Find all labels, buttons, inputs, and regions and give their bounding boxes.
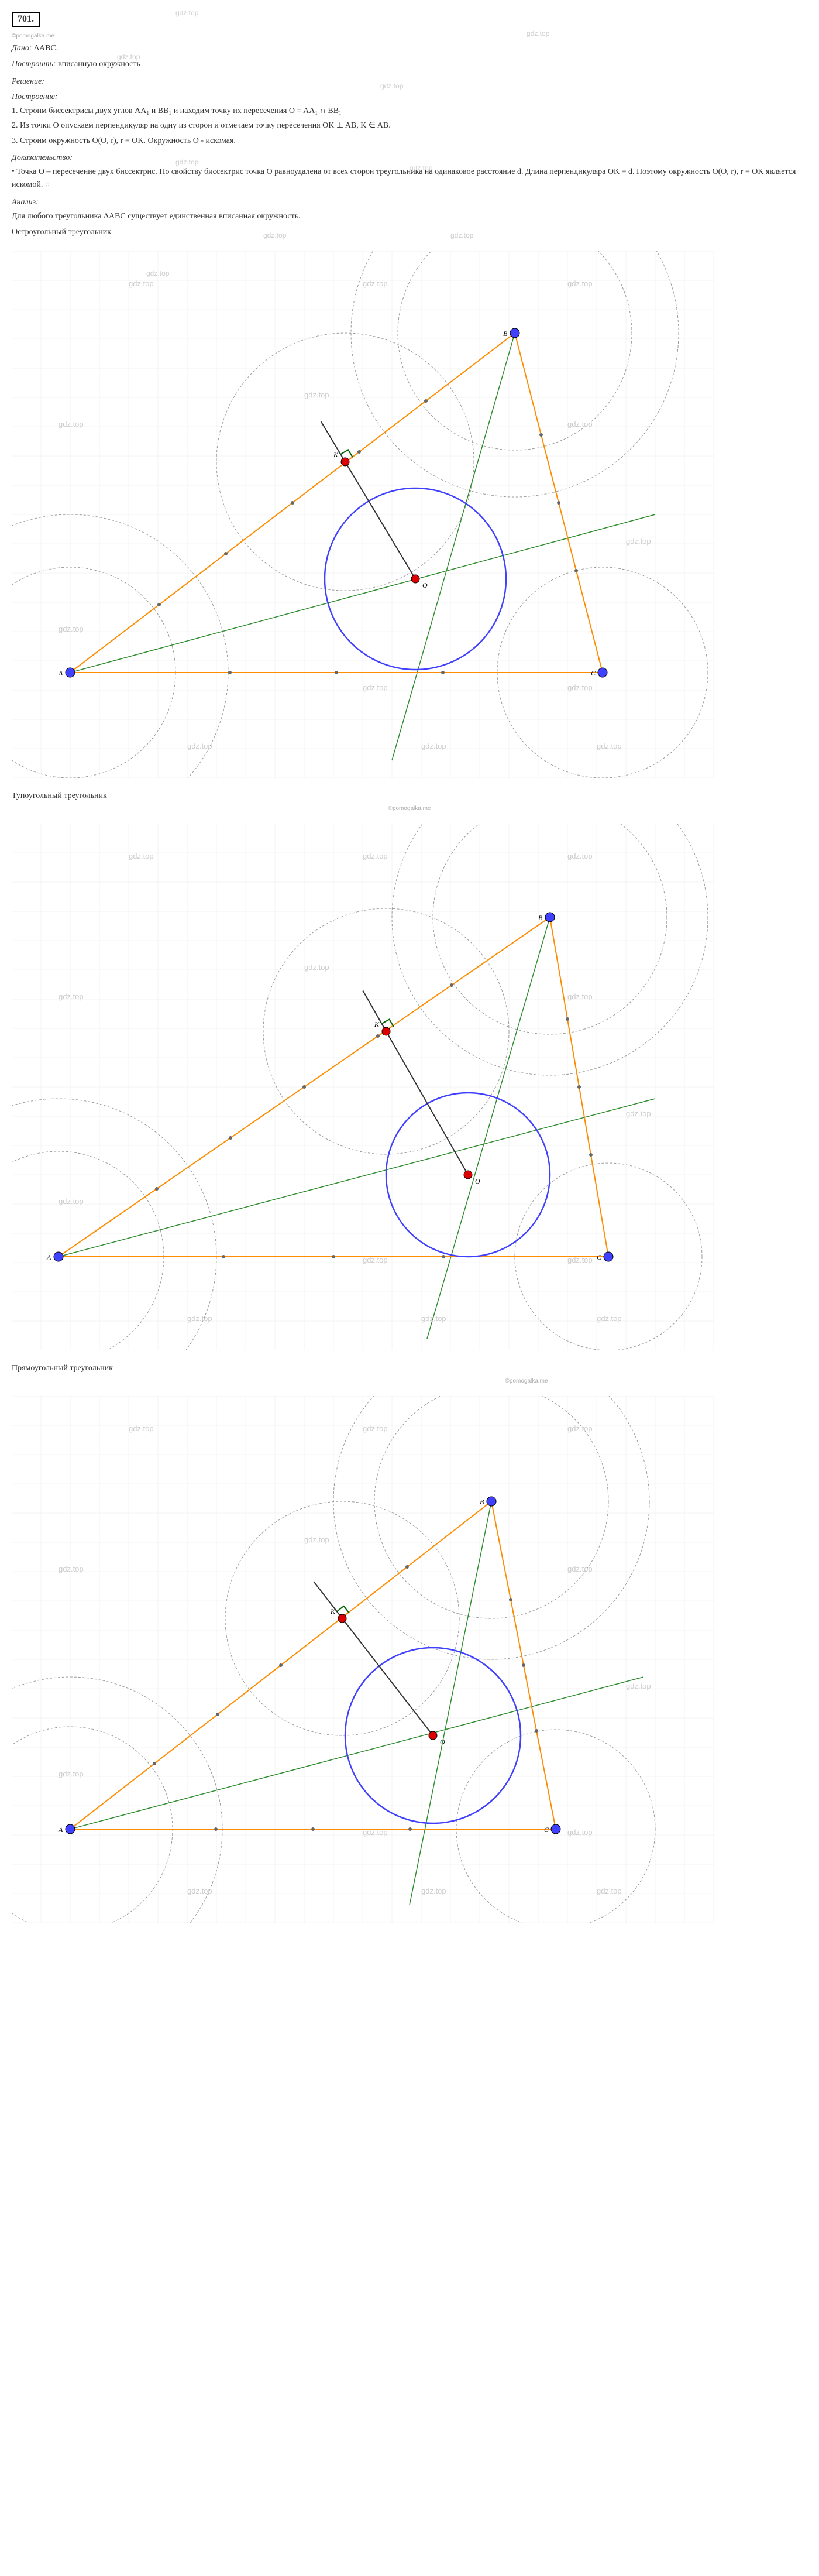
- svg-text:gdz.top: gdz.top: [304, 1535, 329, 1544]
- diagram-2: A B C O Kgdz.top gdz.top gdz.top gdz.top gdz.top…: [12, 824, 807, 1350]
- copyright-watermark: ©pomogalka.me: [12, 33, 807, 39]
- svg-text:O: O: [440, 1738, 445, 1746]
- solution-label: Решение:: [12, 77, 807, 87]
- steps-block: 1. Строим биссектрисы двух углов AA₁ и B…: [12, 105, 807, 148]
- svg-text:gdz.top: gdz.top: [597, 1886, 622, 1895]
- svg-text:gdz.top: gdz.top: [304, 963, 329, 972]
- svg-text:gdz.top: gdz.top: [567, 420, 593, 428]
- svg-text:gdz.top: gdz.top: [567, 992, 593, 1001]
- svg-text:O: O: [475, 1177, 480, 1185]
- svg-text:K: K: [374, 1020, 380, 1028]
- svg-text:gdz.top: gdz.top: [567, 1828, 593, 1837]
- svg-text:gdz.top: gdz.top: [363, 852, 388, 860]
- construct-value: вписанную окружность: [58, 60, 140, 68]
- svg-text:gdz.top: gdz.top: [421, 1314, 446, 1323]
- given-label: Дано:: [12, 44, 32, 53]
- svg-text:K: K: [333, 451, 339, 459]
- svg-text:gdz.top: gdz.top: [187, 742, 212, 750]
- analysis-text: Для любого треугольника ΔABC существует …: [12, 210, 807, 223]
- svg-text:gdz.top: gdz.top: [58, 625, 84, 633]
- svg-text:gdz.top: gdz.top: [58, 1197, 84, 1206]
- svg-text:gdz.top: gdz.top: [567, 1256, 593, 1264]
- svg-text:gdz.top: gdz.top: [363, 279, 388, 288]
- svg-text:A: A: [58, 669, 63, 677]
- svg-text:A: A: [46, 1253, 51, 1261]
- diagram-3: A B C O Kgdz.top gdz.top gdz.top gdz.top gdz.top…: [12, 1396, 807, 1923]
- svg-text:gdz.top: gdz.top: [567, 279, 593, 288]
- svg-text:gdz.top: gdz.top: [129, 852, 154, 860]
- given-block: Дано: ΔABC.: [12, 42, 807, 55]
- step-3: 3. Строим окружность O(O, r), r = OK. Ок…: [12, 135, 807, 148]
- svg-text:gdz.top: gdz.top: [58, 1769, 84, 1778]
- svg-text:C: C: [591, 669, 596, 677]
- svg-text:gdz.top: gdz.top: [129, 1424, 154, 1433]
- svg-text:gdz.top: gdz.top: [58, 1565, 84, 1573]
- svg-text:O: O: [422, 581, 428, 589]
- svg-text:gdz.top: gdz.top: [363, 1256, 388, 1264]
- svg-text:C: C: [544, 1826, 549, 1834]
- svg-text:B: B: [480, 1498, 484, 1506]
- analysis-label: Анализ:: [12, 198, 807, 207]
- copyright-watermark-3: ©pomogalka.me: [246, 1378, 807, 1384]
- svg-text:A: A: [58, 1826, 63, 1834]
- copyright-watermark-2: ©pomogalka.me: [12, 805, 807, 812]
- proof-label: Доказательство:: [12, 153, 807, 163]
- diagram-1: A B C O Kgdz.top gdz.top gdz.top gdz.top gdz.top…: [12, 251, 807, 778]
- svg-text:gdz.top: gdz.top: [363, 1828, 388, 1837]
- svg-text:gdz.top: gdz.top: [363, 1424, 388, 1433]
- svg-text:gdz.top: gdz.top: [363, 683, 388, 692]
- svg-text:gdz.top: gdz.top: [597, 742, 622, 750]
- svg-text:gdz.top: gdz.top: [421, 742, 446, 750]
- svg-text:K: K: [330, 1607, 336, 1615]
- problem-number: 701.: [12, 12, 40, 27]
- svg-text:gdz.top: gdz.top: [626, 537, 651, 546]
- given-value: ΔABC.: [34, 44, 58, 53]
- diagram3-title: Прямоугольный треугольник: [12, 1362, 807, 1375]
- svg-text:gdz.top: gdz.top: [421, 1886, 446, 1895]
- svg-text:gdz.top: gdz.top: [597, 1314, 622, 1323]
- proof-text: • Точка O – пересечение двух биссектрис.…: [12, 166, 807, 192]
- svg-text:gdz.top: gdz.top: [58, 992, 84, 1001]
- svg-text:gdz.top: gdz.top: [626, 1109, 651, 1118]
- step-1: 1. Строим биссектрисы двух углов AA₁ и B…: [12, 105, 807, 118]
- svg-text:C: C: [597, 1253, 602, 1261]
- gdz-watermark: gdz.top: [176, 9, 198, 17]
- construct-label: Построить:: [12, 60, 56, 68]
- diagram1-title: Остроугольный треугольник: [12, 226, 807, 239]
- svg-text:gdz.top: gdz.top: [567, 1424, 593, 1433]
- svg-text:gdz.top: gdz.top: [187, 1886, 212, 1895]
- svg-text:B: B: [538, 914, 543, 922]
- diagram2-title: Тупоугольный треугольник: [12, 790, 807, 802]
- construct-block: Построить: вписанную окружность: [12, 58, 807, 71]
- svg-text:gdz.top: gdz.top: [304, 390, 329, 399]
- svg-text:gdz.top: gdz.top: [567, 1565, 593, 1573]
- construction-label: Построение:: [12, 92, 807, 102]
- svg-text:gdz.top: gdz.top: [626, 1682, 651, 1690]
- svg-text:gdz.top: gdz.top: [567, 683, 593, 692]
- svg-text:gdz.top: gdz.top: [187, 1314, 212, 1323]
- svg-text:B: B: [503, 330, 508, 338]
- step-2: 2. Из точки O опускаем перпендикуляр на …: [12, 119, 807, 132]
- svg-text:gdz.top: gdz.top: [58, 420, 84, 428]
- svg-text:gdz.top: gdz.top: [567, 852, 593, 860]
- svg-text:gdz.top: gdz.top: [129, 279, 154, 288]
